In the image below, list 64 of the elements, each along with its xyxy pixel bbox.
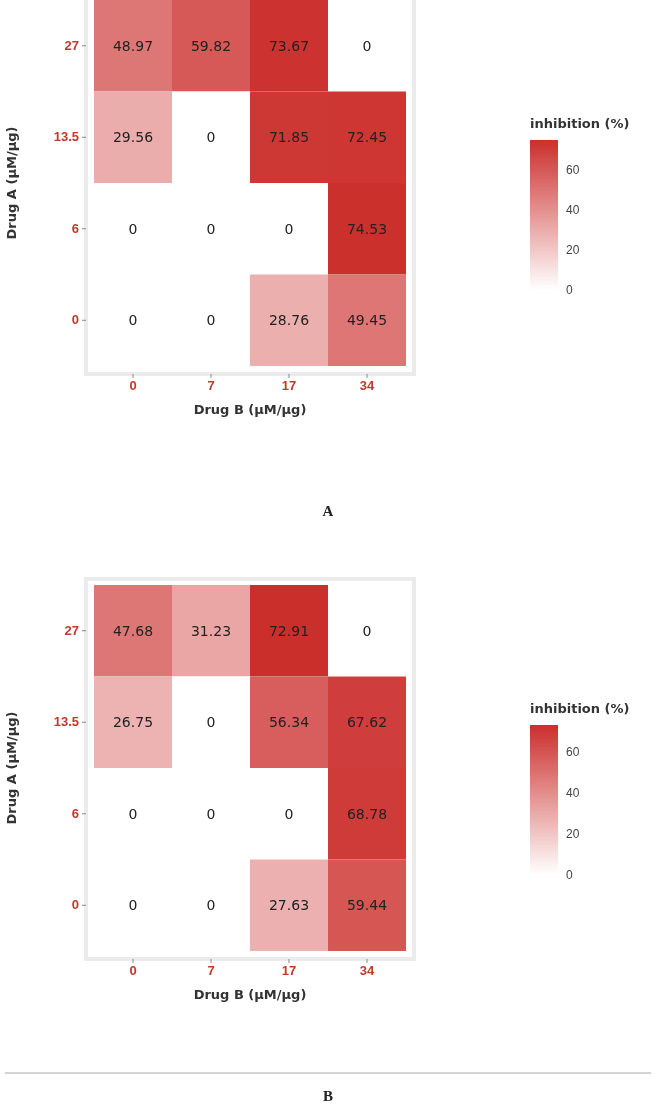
- y-axis-title: Drug A (μM/μg): [4, 126, 19, 240]
- color-bar-label: 20: [566, 827, 580, 842]
- data-label: 29.56: [112, 129, 154, 146]
- x-axis-title: Drug B (μM/μg): [193, 987, 307, 1002]
- x-tick-label: 0: [129, 378, 137, 394]
- x-tick-label: 34: [359, 963, 375, 979]
- data-label: 27.63: [268, 897, 310, 914]
- data-label: 72.45: [346, 129, 388, 146]
- x-axis-title: Drug B (μM/μg): [193, 402, 307, 417]
- data-label: 0: [206, 714, 216, 731]
- color-bar-label: 20: [566, 243, 580, 258]
- x-tick-label: 17: [281, 378, 297, 394]
- y-axis-title: Drug A (μM/μg): [4, 711, 19, 825]
- color-bar-label: 60: [566, 163, 580, 178]
- data-label: 0: [206, 897, 216, 914]
- data-label: 59.44: [346, 897, 388, 914]
- data-label: 0: [128, 312, 138, 329]
- color-bar-label: 0: [566, 283, 573, 298]
- data-label: 0: [128, 220, 138, 237]
- data-label: 0: [362, 37, 372, 54]
- color-bar-label: 0: [566, 868, 573, 883]
- x-tick-label: 34: [359, 378, 375, 394]
- data-label: 71.85: [268, 129, 310, 146]
- text: A: [322, 503, 334, 519]
- color-bar-label: 60: [566, 745, 580, 760]
- y-tick-label: 6: [71, 220, 79, 236]
- data-label: 68.78: [346, 805, 388, 822]
- data-label: 49.45: [346, 312, 388, 329]
- y-tick-label: 0: [71, 312, 79, 328]
- color-bar-label: 40: [566, 786, 580, 801]
- y-tick-label: 13.5: [53, 129, 79, 145]
- data-label: 0: [284, 220, 294, 237]
- color-bar-title: inhibition (%): [530, 116, 630, 131]
- text: B: [322, 1088, 334, 1104]
- y-tick-label: 27: [64, 37, 79, 53]
- data-label: 0: [284, 805, 294, 822]
- data-label: 0: [206, 805, 216, 822]
- data-label: 0: [206, 129, 216, 146]
- data-label: 26.75: [112, 714, 154, 731]
- data-label: 28.76: [268, 312, 310, 329]
- y-tick-label: 13.5: [53, 714, 79, 730]
- data-label: 0: [206, 312, 216, 329]
- data-label: 0: [206, 220, 216, 237]
- x-tick-label: 17: [281, 963, 297, 979]
- color-bar-label: 40: [566, 203, 580, 218]
- data-label: 0: [128, 805, 138, 822]
- data-label: 72.91: [268, 622, 310, 639]
- y-tick-label: 0: [71, 897, 79, 913]
- data-label: 47.68: [112, 622, 154, 639]
- y-tick-label: 27: [64, 622, 79, 638]
- data-label: 48.97: [112, 37, 154, 54]
- data-label: 74.53: [346, 220, 388, 237]
- data-label: 59.82: [190, 37, 232, 54]
- x-tick-label: 7: [207, 963, 215, 979]
- data-label: 0: [128, 897, 138, 914]
- x-tick-label: 0: [129, 963, 137, 979]
- x-tick-label: 7: [207, 378, 215, 394]
- data-label: 73.67: [268, 37, 310, 54]
- data-label: 67.62: [346, 714, 388, 731]
- data-label: 0: [362, 622, 372, 639]
- y-tick-label: 6: [71, 805, 79, 821]
- data-label: 56.34: [268, 714, 310, 731]
- data-label: 31.23: [190, 622, 232, 639]
- color-bar-title: inhibition (%): [530, 701, 630, 716]
